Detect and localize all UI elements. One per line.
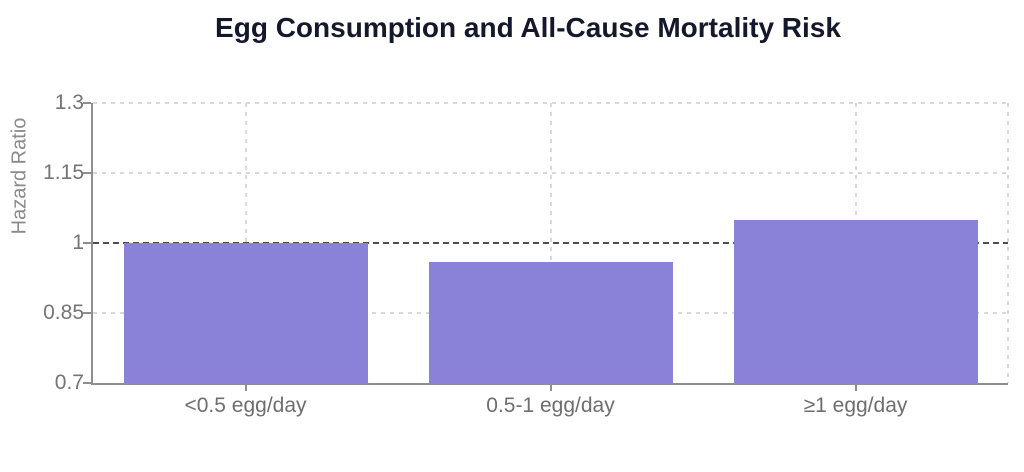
x-tick-mark: [854, 385, 857, 391]
x-tick-label: ≥1 egg/day: [803, 394, 908, 417]
y-tick-mark: [83, 382, 91, 384]
y-tick-mark: [83, 172, 91, 174]
gridline-vertical: [549, 103, 552, 383]
y-tick-label: 0.7: [54, 371, 84, 394]
bar--1-egg-day: [733, 219, 978, 383]
y-tick-label: 1.3: [54, 91, 84, 114]
gridline-vertical-right-edge: [1007, 103, 1009, 383]
x-tick-label: <0.5 egg/day: [184, 394, 307, 417]
x-tick-label: 0.5-1 egg/day: [486, 394, 615, 417]
bar-0-5-1-egg-day: [428, 261, 673, 383]
y-axis-line: [91, 103, 93, 385]
y-tick-label: 1: [72, 231, 84, 254]
bar--0-5-egg-day: [123, 243, 368, 383]
x-tick-mark: [244, 385, 247, 391]
y-tick-mark: [83, 312, 91, 314]
y-tick-mark: [83, 242, 91, 244]
y-tick-label: 0.85: [43, 301, 84, 324]
y-tick-label: 1.15: [43, 161, 84, 184]
y-tick-mark: [83, 102, 91, 104]
chart-title: Egg Consumption and All-Cause Mortality …: [215, 12, 841, 43]
x-tick-mark: [549, 385, 552, 391]
x-axis-line: [91, 383, 1008, 385]
